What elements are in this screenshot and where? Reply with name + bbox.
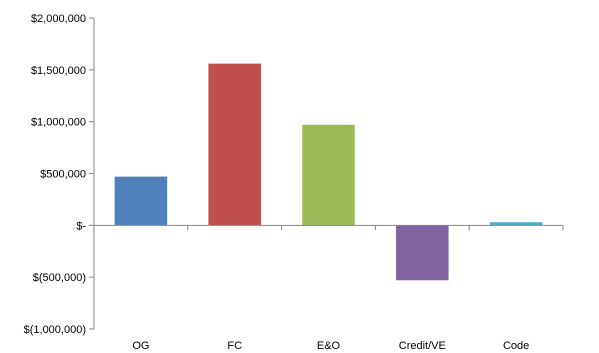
- x-category-label: FC: [227, 340, 242, 352]
- y-tick-label: $2,000,000: [31, 13, 86, 25]
- bar-fc: [208, 63, 261, 226]
- bar-code: [489, 222, 543, 226]
- x-category-label: Code: [503, 340, 529, 352]
- bar-credit-ve: [396, 225, 449, 281]
- y-tick-label: $-: [76, 220, 86, 232]
- y-axis: $2,000,000 $1,500,000 $1,000,000 $500,000 $-…: [24, 13, 95, 336]
- bar-og: [114, 176, 168, 226]
- y-tick-label: $(500,000): [33, 272, 86, 284]
- y-tick-label: $(1,000,000): [24, 324, 86, 336]
- x-category-label: OG: [132, 340, 149, 352]
- bar-e-o: [302, 124, 355, 226]
- y-tick-label: $1,500,000: [31, 65, 86, 77]
- x-axis: OG FC E&O Credit/VE Code: [93, 224, 564, 352]
- y-tick-label: $500,000: [40, 169, 86, 181]
- y-tick-label: $1,000,000: [31, 117, 86, 129]
- x-category-label: Credit/VE: [399, 340, 446, 352]
- x-category-label: E&O: [317, 340, 341, 352]
- bars: [114, 63, 543, 281]
